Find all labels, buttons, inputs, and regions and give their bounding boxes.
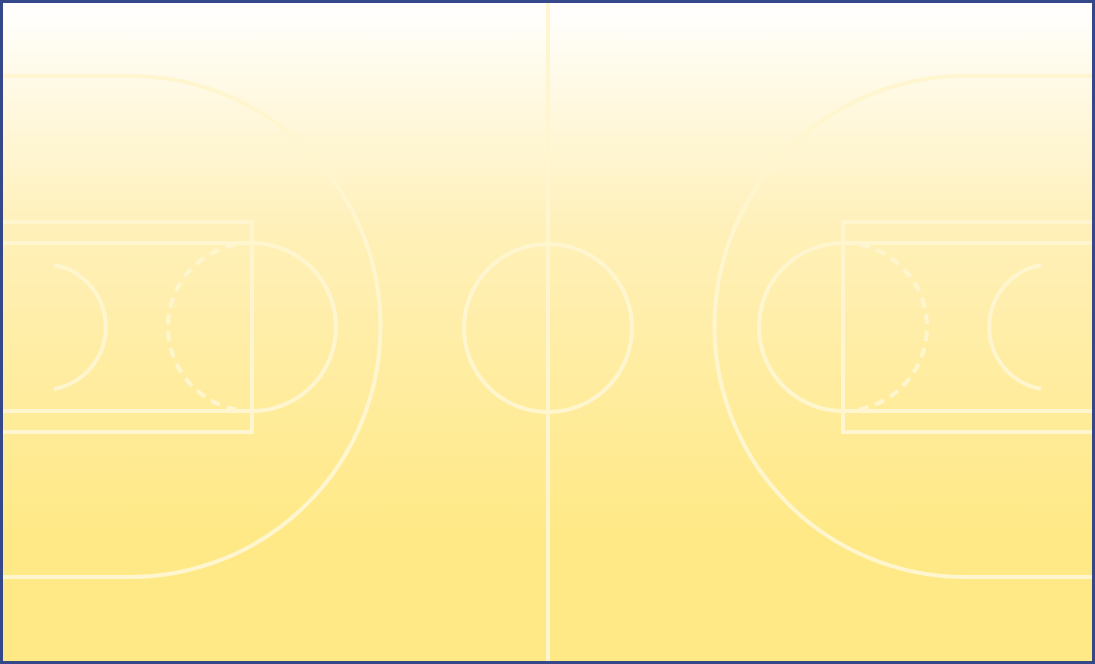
left-free-throw-arc — [251, 241, 338, 413]
right-inner-key — [841, 241, 1092, 413]
court-diagram — [3, 3, 1092, 661]
court-lines — [3, 3, 1092, 661]
right-three-point-line — [712, 74, 1092, 579]
left-free-throw-dashed-arc — [166, 241, 253, 413]
right-free-throw-arc — [757, 241, 844, 413]
right-free-throw-dashed-arc — [842, 241, 929, 413]
left-restricted-area-arc — [53, 263, 108, 391]
left-three-point-line — [3, 74, 383, 579]
center-circle — [462, 242, 634, 414]
right-restricted-area-arc — [987, 263, 1042, 391]
left-inner-key — [3, 241, 254, 413]
